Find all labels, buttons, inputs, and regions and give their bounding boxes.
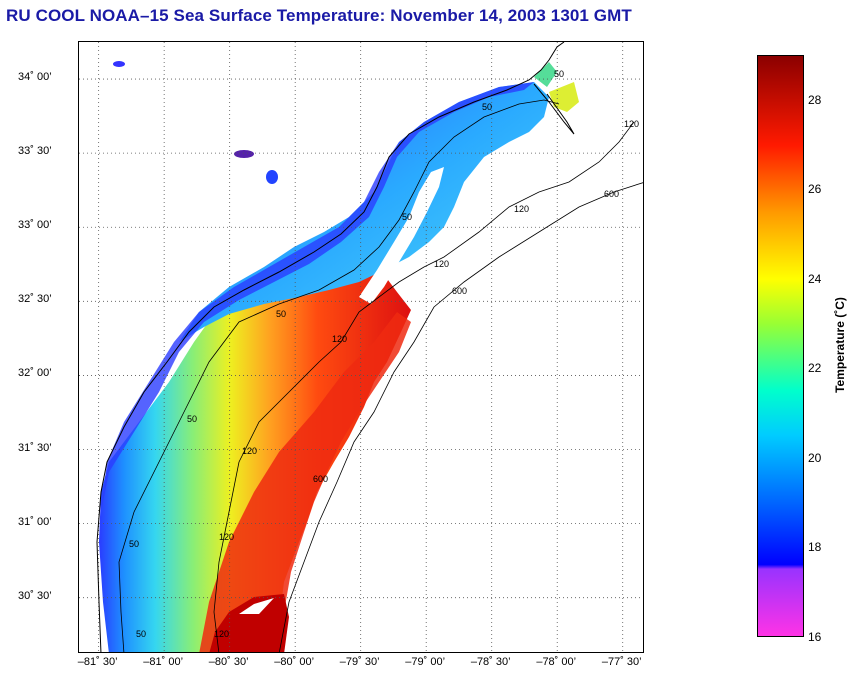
- sst-field-south: [99, 268, 411, 652]
- colorbar-tick-label: 26: [808, 182, 822, 197]
- longitude-tick-label: –80˚ 30’: [208, 656, 249, 668]
- colorbar-tick-label: 28: [808, 92, 822, 107]
- longitude-tick-label: –78˚ 00’: [536, 656, 577, 668]
- sst-map-svg: 50 50 50 50 50 50 50 120 120 120 120 120…: [79, 42, 643, 652]
- colorbar-title: Temperature (˚C): [833, 297, 847, 393]
- sst-field-warm-tongue: [199, 312, 411, 652]
- latitude-tick-label: 30˚ 30’: [18, 589, 52, 602]
- map-title: RU COOL NOAA–15 Sea Surface Temperature:…: [6, 6, 632, 25]
- isobath-label-120: 120: [242, 446, 257, 456]
- latitude-tick-label: 32˚ 00’: [18, 367, 52, 380]
- sst-blob: [234, 150, 254, 158]
- latitude-tick-label: 32˚ 30’: [18, 293, 52, 306]
- coastline-cape: [533, 83, 575, 135]
- isobath-label-120: 120: [219, 532, 234, 542]
- isobath-600: [278, 182, 643, 652]
- cloud-gap: [359, 167, 444, 304]
- latitude-tick-label: 31˚ 00’: [18, 515, 52, 528]
- isobath-label-50: 50: [276, 309, 286, 319]
- latitude-tick-label: 33˚ 30’: [18, 145, 52, 158]
- isobath-label-50: 50: [554, 69, 564, 79]
- isobath-label-50: 50: [187, 414, 197, 424]
- isobath-label-50: 50: [482, 102, 492, 112]
- longitude-tick-label: –78˚ 30’: [470, 656, 511, 668]
- isobath-label-120: 120: [514, 204, 529, 214]
- latitude-tick-label: 33˚ 00’: [18, 219, 52, 232]
- isobath-label-120: 120: [434, 259, 449, 269]
- temperature-colorbar: [757, 55, 804, 637]
- colorbar-tick-label: 24: [808, 271, 822, 286]
- isobath-50: [118, 99, 560, 652]
- sst-blob: [549, 82, 579, 112]
- colorbar-tick-label: 16: [808, 630, 822, 644]
- longitude-tick-label: –79˚ 00’: [405, 656, 446, 668]
- isobath-label-50: 50: [136, 629, 146, 639]
- sst-blob: [534, 62, 557, 87]
- colorbar-tick-label: 20: [808, 450, 822, 465]
- longitude-tick-label: –81˚ 30’: [77, 656, 118, 668]
- longitude-tick-label: –80˚ 00’: [274, 656, 315, 668]
- longitude-tick-label: –79˚ 30’: [339, 656, 380, 668]
- longitude-tick-label: –77˚ 30’: [601, 656, 642, 668]
- isobath-label-120: 120: [624, 119, 639, 129]
- sst-map[interactable]: 50 50 50 50 50 50 50 120 120 120 120 120…: [78, 41, 644, 653]
- isobath-label-120: 120: [332, 334, 347, 344]
- sst-blob: [113, 61, 125, 67]
- sst-field-deep-red: [209, 594, 289, 652]
- latitude-tick-label: 34˚ 00’: [18, 71, 52, 84]
- isobath-label-50: 50: [129, 539, 139, 549]
- isobath-label-50: 50: [402, 212, 412, 222]
- latitude-tick-label: 31˚ 30’: [18, 441, 52, 454]
- isobath-label-600: 600: [313, 474, 328, 484]
- cloud-gap-south: [239, 598, 274, 614]
- isobath-label-120: 120: [214, 629, 229, 639]
- isobath-120: [213, 121, 635, 652]
- coastline: [96, 42, 565, 652]
- isobath-label-600: 600: [452, 286, 467, 296]
- isobath-label-600: 600: [604, 189, 619, 199]
- sst-blob: [266, 170, 278, 184]
- longitude-tick-label: –81˚ 00’: [143, 656, 184, 668]
- colorbar-tick-label: 18: [808, 540, 822, 555]
- colorbar-tick-label: 22: [808, 361, 822, 376]
